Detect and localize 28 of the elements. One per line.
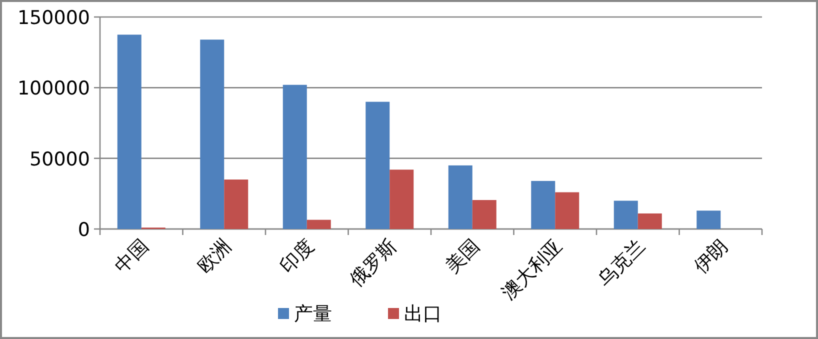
legend-label: 产量 (294, 303, 332, 325)
bar (448, 165, 472, 229)
bar (472, 200, 496, 229)
bar (306, 220, 331, 229)
bar (555, 192, 580, 229)
x-tick-label: 印度 (276, 234, 318, 278)
bar (117, 34, 142, 229)
legend-label: 出口 (404, 303, 442, 325)
x-tick-label: 欧洲 (193, 234, 236, 278)
bar (390, 170, 414, 229)
x-tick-label: 美国 (441, 234, 484, 278)
x-tick-label: 乌克兰 (594, 234, 650, 291)
bar (200, 40, 224, 229)
y-tick-label: 50000 (30, 148, 90, 170)
bar (638, 213, 662, 229)
x-tick-label: 俄罗斯 (345, 234, 402, 291)
x-tick-label: 中国 (110, 234, 153, 278)
bar (531, 180, 556, 229)
bar (224, 180, 248, 229)
bar (614, 200, 638, 229)
bar (282, 84, 307, 229)
y-tick-label: 150000 (17, 7, 90, 29)
x-tick-label: 澳大利亚 (497, 234, 567, 304)
bar (696, 210, 721, 229)
x-tick-label: 伊朗 (690, 234, 732, 278)
y-tick-label: 100000 (17, 78, 90, 100)
y-tick-label: 0 (78, 219, 90, 241)
bar (366, 102, 390, 229)
